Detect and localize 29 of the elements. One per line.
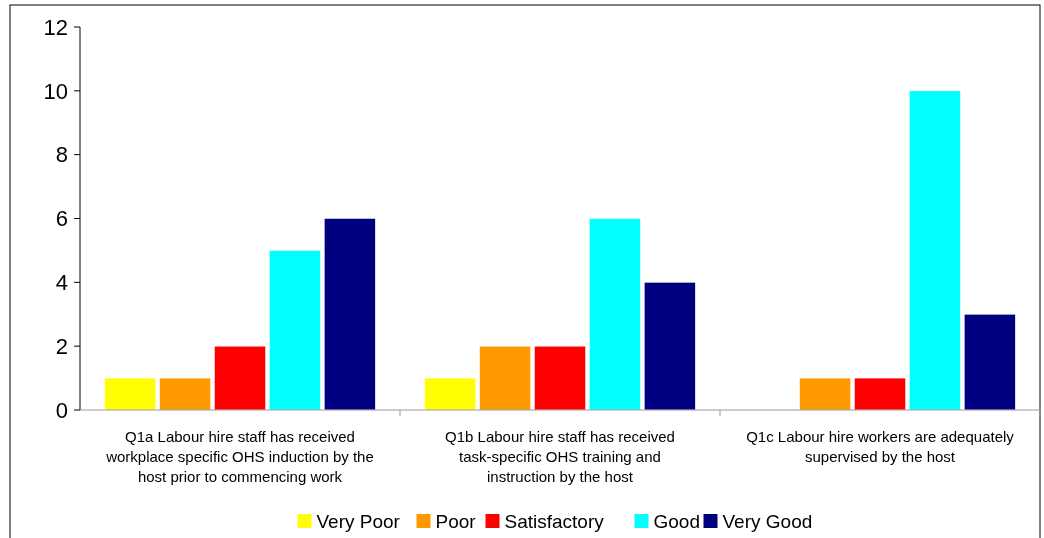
bar bbox=[964, 314, 1016, 411]
bar bbox=[214, 345, 266, 411]
x-tick-label: Q1c Labour hire workers are adequately supervised by the host bbox=[746, 428, 1015, 465]
x-tick-label: Q1a Labour hire staff has received workplace specific OHS induction by the host prior to commencing work bbox=[105, 428, 374, 485]
x-tick-label: Q1b Labour hire staff has received task-specific OHS training and instruction by the host bbox=[445, 428, 675, 485]
bar bbox=[479, 345, 531, 411]
bar bbox=[589, 218, 641, 411]
y-tick-label: 2 bbox=[55, 333, 68, 359]
bar bbox=[534, 345, 586, 411]
legend-label: Satisfactory bbox=[504, 510, 605, 532]
bar bbox=[799, 377, 851, 411]
legend-label: Very Poor bbox=[316, 510, 401, 532]
bar bbox=[104, 377, 156, 411]
y-tick-label: 6 bbox=[55, 206, 68, 232]
legend-label: Very Good bbox=[722, 510, 813, 532]
bar bbox=[159, 377, 211, 411]
y-tick-label: 4 bbox=[55, 270, 68, 296]
legend-label: Poor bbox=[435, 510, 477, 532]
bar bbox=[644, 282, 696, 411]
bar bbox=[909, 90, 961, 411]
y-tick-label: 12 bbox=[43, 14, 68, 40]
bar bbox=[269, 250, 321, 411]
y-tick-label: 0 bbox=[55, 397, 68, 423]
bar bbox=[854, 377, 906, 411]
y-tick-label: 10 bbox=[43, 78, 68, 104]
legend-label: Good bbox=[653, 510, 700, 532]
y-tick-label: 8 bbox=[55, 142, 68, 168]
bar bbox=[324, 218, 376, 411]
bar bbox=[424, 377, 476, 411]
